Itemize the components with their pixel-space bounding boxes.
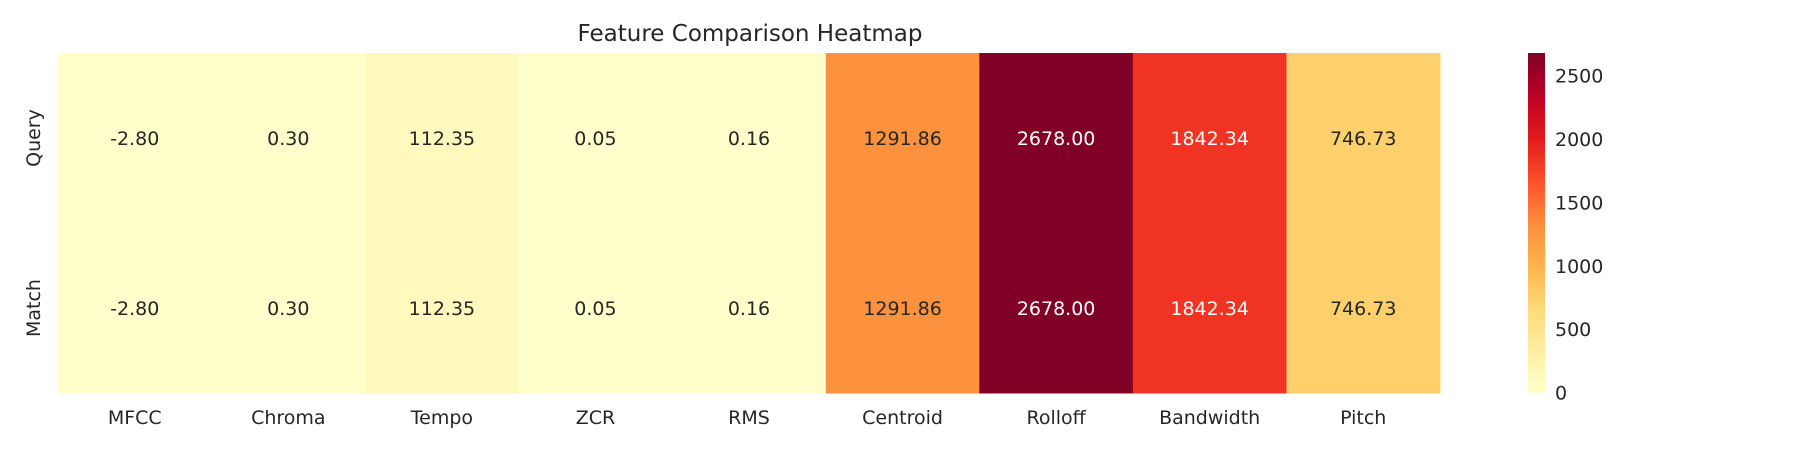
heatmap-cell-query-rolloff <box>979 53 1134 224</box>
cell-value-label: 0.05 <box>574 298 616 320</box>
heatmap-cells: -2.80 0.30 112.35 0.05 0.16 1291.86 2678.00 184… <box>58 53 1441 394</box>
heatmap-cell-query-zcr <box>518 53 673 224</box>
x-tick-label: Tempo <box>410 407 473 429</box>
heatmap-cell-match-centroid <box>825 223 980 394</box>
heatmap-cell-query-chroma <box>211 53 366 224</box>
y-tick-label: Match <box>23 279 45 337</box>
cell-value-label: -2.80 <box>110 298 159 320</box>
cell-value-label: 0.16 <box>728 298 770 320</box>
y-axis-tick-labels: Query Match <box>23 109 45 337</box>
cell-value-label: 0.16 <box>728 128 770 150</box>
heatmap-cell-query-pitch <box>1286 53 1441 224</box>
cell-value-label: 112.35 <box>409 298 475 320</box>
cell-value-label: 0.05 <box>574 128 616 150</box>
x-tick-label: RMS <box>728 407 770 429</box>
heatmap-cell-query-mfcc <box>58 53 213 224</box>
heatmap-cell-match-rms <box>672 223 827 394</box>
x-tick-label: ZCR <box>576 407 615 429</box>
x-tick-label: MFCC <box>108 407 162 429</box>
cell-value-label: 746.73 <box>1330 128 1396 150</box>
colorbar: 0 500 1000 1500 2000 2500 <box>1528 53 1603 405</box>
cell-value-label: 1291.86 <box>863 298 942 320</box>
heatmap-cell-match-bandwidth <box>1132 223 1287 394</box>
cell-value-label: -2.80 <box>110 128 159 150</box>
heatmap-cell-match-mfcc <box>58 223 213 394</box>
colorbar-tick-label: 1000 <box>1555 256 1603 278</box>
colorbar-tick-label: 500 <box>1555 319 1591 341</box>
colorbar-tick-label: 1500 <box>1555 192 1603 214</box>
cell-value-label: 1842.34 <box>1170 128 1249 150</box>
cell-value-label: 746.73 <box>1330 298 1396 320</box>
heatmap-cell-query-tempo <box>365 53 520 224</box>
cell-value-label: 2678.00 <box>1017 128 1096 150</box>
heatmap-cell-query-centroid <box>825 53 980 224</box>
heatmap-cell-match-tempo <box>365 223 520 394</box>
cell-value-label: 2678.00 <box>1017 298 1096 320</box>
colorbar-tick-label: 2500 <box>1555 66 1603 88</box>
y-tick-label: Query <box>23 109 45 167</box>
heatmap-cell-match-chroma <box>211 223 366 394</box>
cell-value-label: 1842.34 <box>1170 298 1249 320</box>
x-tick-label: Pitch <box>1340 407 1386 429</box>
heatmap-cell-query-bandwidth <box>1132 53 1287 224</box>
cell-value-label: 1291.86 <box>863 128 942 150</box>
cell-value-label: 0.30 <box>267 298 309 320</box>
heatmap-cell-match-rolloff <box>979 223 1134 394</box>
x-tick-label: Chroma <box>251 407 325 429</box>
chart-title: Feature Comparison Heatmap <box>578 21 923 47</box>
cell-value-label: 112.35 <box>409 128 475 150</box>
heatmap-cell-match-zcr <box>518 223 673 394</box>
heatmap-cell-query-rms <box>672 53 827 224</box>
x-tick-label: Rolloff <box>1026 407 1086 429</box>
colorbar-tick-label: 0 <box>1555 383 1567 405</box>
colorbar-tick-label: 2000 <box>1555 129 1603 151</box>
cell-value-label: 0.30 <box>267 128 309 150</box>
heatmap-cell-match-pitch <box>1286 223 1441 394</box>
x-tick-label: Bandwidth <box>1159 407 1260 429</box>
x-axis-tick-labels: MFCC Chroma Tempo ZCR RMS Centroid Rolloff Band… <box>108 407 1387 429</box>
x-tick-label: Centroid <box>862 407 943 429</box>
colorbar-gradient <box>1528 53 1545 393</box>
